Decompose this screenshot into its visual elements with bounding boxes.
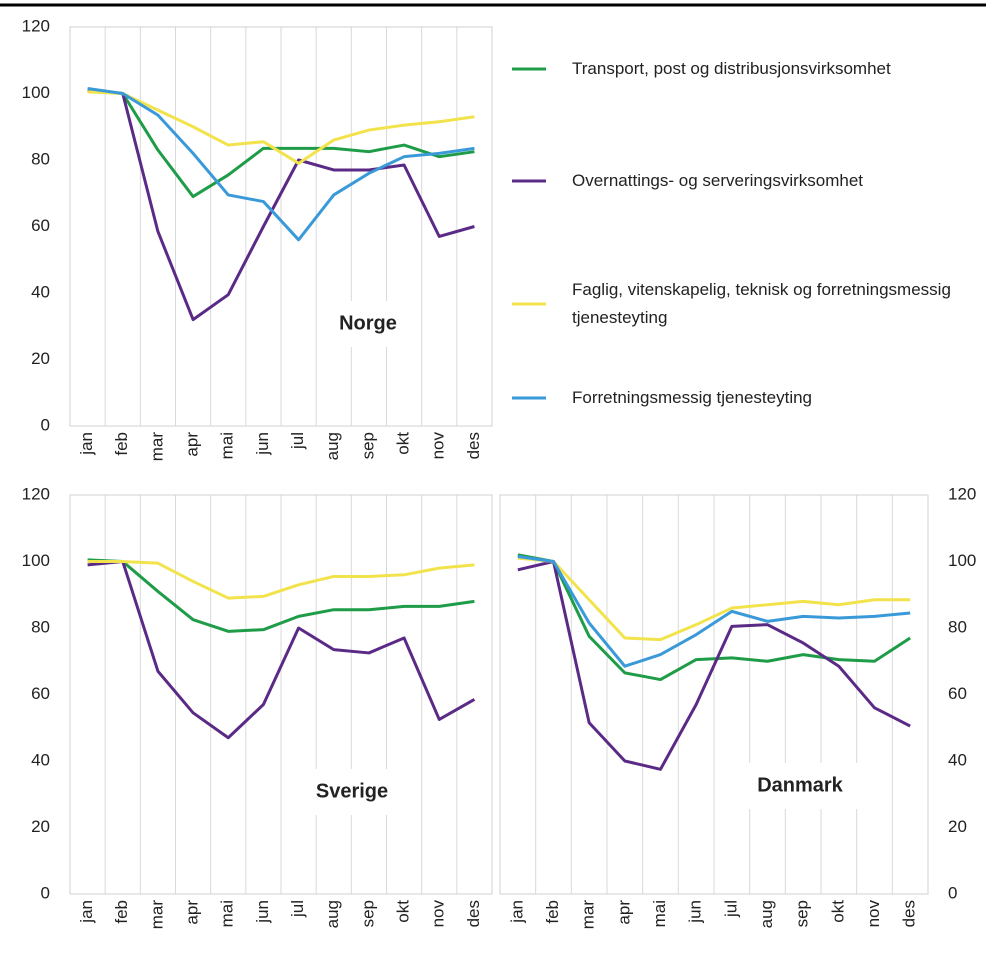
x-tick-label: apr — [183, 432, 202, 457]
panel-title: Danmark — [757, 774, 843, 796]
y-tick-label: 20 — [31, 817, 50, 836]
x-tick-label: des — [464, 900, 483, 927]
annotation-background — [297, 769, 407, 815]
y-tick-label: 100 — [948, 551, 976, 570]
x-tick-label: sep — [358, 432, 377, 459]
y-tick-label: 40 — [31, 750, 50, 769]
x-tick-label: des — [464, 432, 483, 459]
series-line — [87, 560, 475, 600]
y-tick-label: 60 — [31, 216, 50, 235]
y-tick-label: 120 — [22, 16, 50, 35]
x-tick-label: mai — [218, 900, 237, 927]
y-tick-label: 80 — [31, 149, 50, 168]
x-tick-label: okt — [828, 900, 847, 923]
series-line — [87, 87, 475, 242]
x-tick-label: des — [900, 900, 919, 927]
x-tick-label: feb — [112, 432, 131, 456]
x-tick-label: nov — [429, 432, 448, 460]
x-tick-label: jul — [721, 900, 740, 918]
series-line — [517, 556, 911, 642]
series-line — [87, 558, 475, 633]
x-tick-label: jun — [253, 432, 272, 456]
x-tick-label: mai — [218, 432, 237, 459]
y-tick-label: 120 — [948, 484, 976, 503]
x-tick-label: apr — [614, 900, 633, 925]
x-tick-label: jan — [77, 432, 96, 456]
x-tick-label: feb — [543, 900, 562, 924]
panel-title: Norge — [339, 312, 397, 334]
y-tick-label: 60 — [948, 684, 967, 703]
y-tick-label: 120 — [22, 484, 50, 503]
legend-label: Overnattings- og serveringsvirksomhet — [572, 171, 864, 190]
x-tick-label: jun — [253, 900, 272, 924]
series-line — [517, 560, 911, 771]
x-tick-label: mar — [147, 432, 166, 462]
series-line — [517, 553, 911, 682]
y-tick-label: 100 — [22, 551, 50, 570]
legend-label: Forretningsmessig tjenesteyting — [572, 388, 813, 407]
y-tick-label: 80 — [948, 617, 967, 636]
x-tick-label: nov — [864, 900, 883, 928]
y-tick-label: 20 — [948, 817, 967, 836]
x-tick-label: okt — [394, 432, 413, 455]
x-tick-label: jun — [686, 900, 705, 924]
x-tick-label: jan — [77, 900, 96, 924]
x-tick-label: aug — [757, 900, 776, 928]
x-tick-label: jul — [288, 432, 307, 450]
annotation-background — [318, 301, 418, 347]
y-tick-label: 80 — [31, 617, 50, 636]
y-tick-label: 60 — [31, 684, 50, 703]
plot-border — [499, 494, 929, 895]
legend-label: Transport, post og distribusjonsvirksomh… — [572, 59, 891, 78]
x-tick-label: mar — [147, 900, 166, 930]
series-line — [87, 88, 475, 199]
series-line — [517, 555, 911, 668]
y-tick-label: 0 — [41, 415, 50, 434]
plot-border — [69, 26, 493, 427]
y-tick-label: 0 — [41, 883, 50, 902]
series-line — [87, 90, 475, 165]
y-tick-label: 20 — [31, 349, 50, 368]
y-tick-label: 100 — [22, 83, 50, 102]
y-tick-label: 40 — [31, 282, 50, 301]
series-line — [87, 560, 476, 740]
x-tick-label: nov — [429, 900, 448, 928]
x-tick-label: feb — [112, 900, 131, 924]
x-tick-label: apr — [183, 900, 202, 925]
x-tick-label: okt — [394, 900, 413, 923]
annotation-background — [740, 763, 860, 809]
x-tick-label: jan — [507, 900, 526, 924]
y-tick-label: 0 — [948, 883, 957, 902]
x-tick-label: aug — [323, 432, 342, 460]
x-tick-label: mai — [650, 900, 669, 927]
x-tick-label: sep — [793, 900, 812, 927]
y-tick-label: 40 — [948, 750, 967, 769]
legend-label: Faglig, vitenskapelig, teknisk og forret… — [572, 280, 951, 327]
x-tick-label: aug — [323, 900, 342, 928]
series-line — [87, 88, 475, 322]
panel-title: Sverige — [316, 780, 388, 802]
x-tick-label: jul — [288, 900, 307, 918]
plot-border — [69, 494, 493, 895]
x-tick-label: mar — [579, 900, 598, 930]
x-tick-label: sep — [358, 900, 377, 927]
